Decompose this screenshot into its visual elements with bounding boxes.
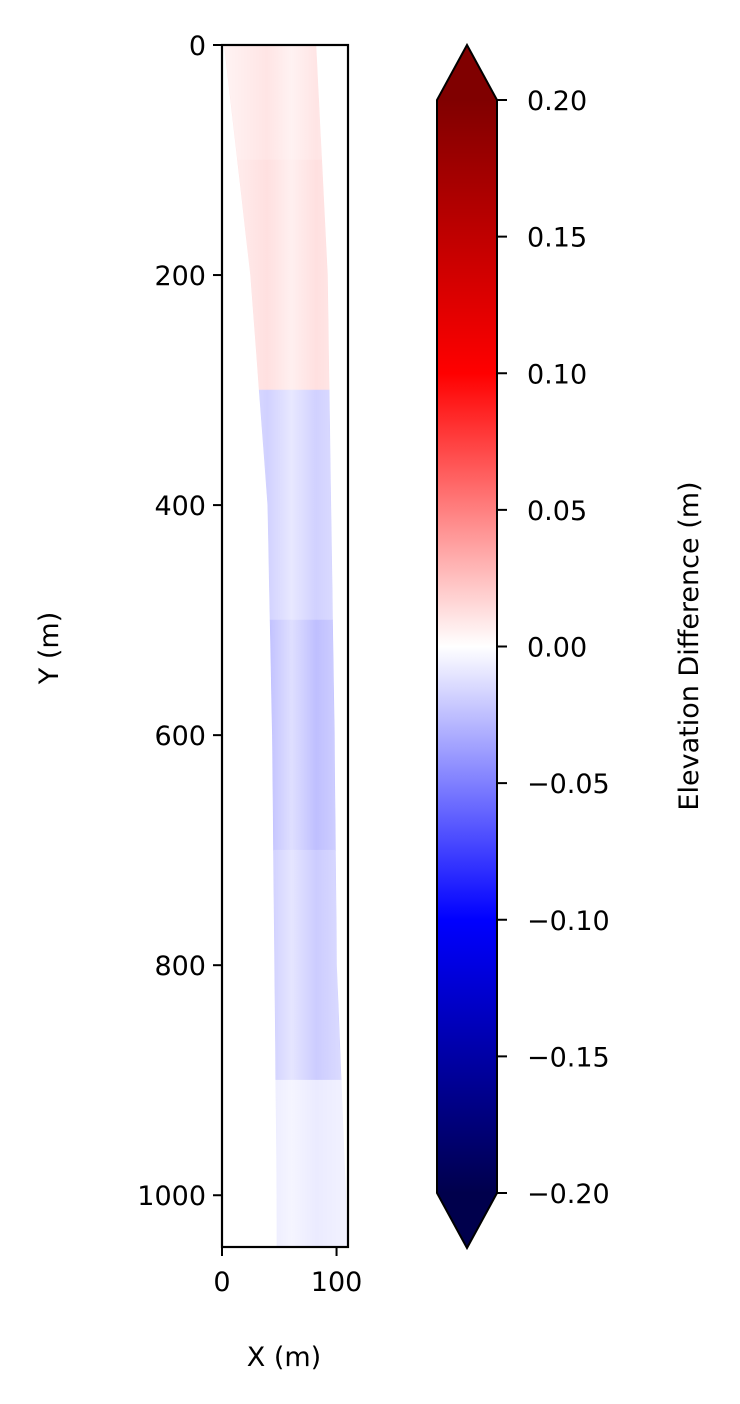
colorbar-tick-label: 0.05	[527, 496, 587, 527]
colorbar-extend-max	[437, 45, 497, 100]
y-tick-label: 200	[154, 261, 206, 292]
heatmap-strip	[223, 45, 348, 1247]
colorbar-gradient	[437, 100, 497, 1193]
x-axis-ticks: 0 100	[213, 1247, 362, 1298]
colorbar-ticks: 0.20 0.15 0.10 0.05 0.00 −0.05 −0.10 −0.15 −0.20	[497, 86, 610, 1210]
heatmap-shading	[224, 45, 347, 1247]
colorbar-tick-label: −0.10	[527, 906, 610, 937]
y-tick-label: 600	[154, 721, 206, 752]
colorbar-extend-min	[437, 1193, 497, 1248]
plot-frame	[220, 43, 350, 1249]
y-tick-label: 400	[154, 491, 206, 522]
y-axis-label: Y (m)	[34, 612, 65, 685]
x-axis-label: X (m)	[247, 1342, 321, 1373]
colorbar-tick-label: 0.20	[527, 86, 587, 117]
y-tick-label: 800	[154, 951, 206, 982]
colorbar-tick-label: −0.15	[527, 1042, 610, 1073]
y-tick-label: 1000	[137, 1181, 206, 1212]
colorbar: 0.20 0.15 0.10 0.05 0.00 −0.05 −0.10 −0.15 −0.20…	[436, 42, 705, 1251]
colorbar-tick-label: 0.10	[527, 359, 587, 390]
y-tick-label: 0	[189, 31, 206, 62]
colorbar-tick-label: −0.05	[527, 769, 610, 800]
colorbar-tick-label: −0.20	[527, 1179, 610, 1210]
y-axis-ticks: 0 200 400 600 800 1000	[137, 31, 222, 1212]
colorbar-label: Elevation Difference (m)	[674, 481, 705, 810]
colorbar-tick-label: 0.15	[527, 223, 587, 254]
colorbar-tick-label: 0.00	[527, 633, 587, 664]
x-tick-label: 100	[311, 1267, 363, 1298]
x-tick-label: 0	[213, 1267, 230, 1298]
